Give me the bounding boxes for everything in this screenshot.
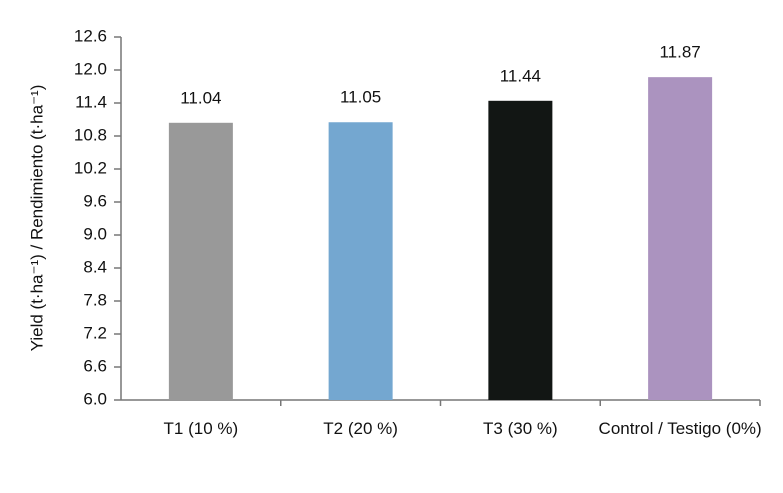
x-tick-label: T2 (20 %) xyxy=(323,419,398,438)
bar xyxy=(648,77,713,401)
bar xyxy=(488,100,553,401)
y-tick-label: 8.4 xyxy=(83,257,107,276)
value-label: 11.05 xyxy=(340,88,381,107)
x-tick-label: Control / Testigo (0%) xyxy=(598,419,762,438)
y-tick-label: 12.6 xyxy=(74,26,107,45)
y-tick-label: 9.0 xyxy=(83,224,107,243)
y-axis-label: Yield (t·ha⁻¹) / Rendimiento (t·ha⁻¹) xyxy=(27,85,46,352)
x-tick-label: T3 (30 %) xyxy=(483,419,558,438)
y-tick-label: 9.6 xyxy=(83,191,107,210)
y-tick-label: 12.0 xyxy=(74,59,107,78)
y-tick-label: 7.2 xyxy=(83,323,107,342)
value-label: 11.87 xyxy=(659,43,700,62)
y-tick-label: 6.0 xyxy=(83,389,107,408)
y-tick-label: 7.8 xyxy=(83,290,107,309)
x-tick-label: T1 (10 %) xyxy=(163,419,239,438)
value-label: 11.04 xyxy=(180,88,221,107)
value-label: 11.44 xyxy=(500,66,541,85)
y-tick-label: 6.6 xyxy=(83,356,107,375)
bar xyxy=(168,122,233,401)
bar xyxy=(328,122,393,400)
y-tick-label: 10.8 xyxy=(74,125,107,144)
y-tick-label: 10.2 xyxy=(74,158,107,177)
y-tick-label: 11.4 xyxy=(75,92,107,111)
